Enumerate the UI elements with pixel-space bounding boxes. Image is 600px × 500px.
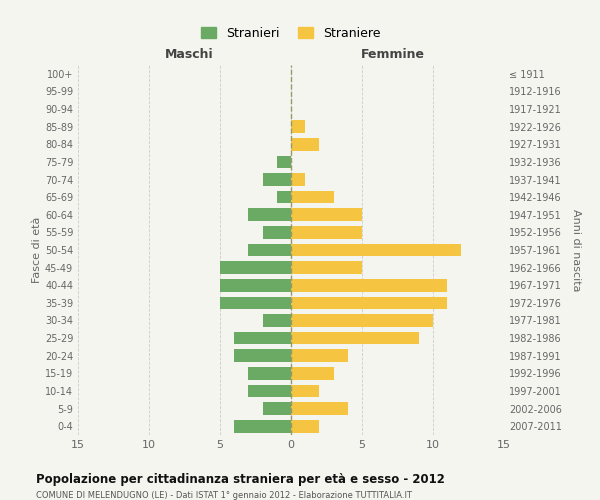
Legend: Stranieri, Straniere: Stranieri, Straniere xyxy=(197,23,385,44)
Bar xyxy=(291,120,305,133)
Bar xyxy=(291,402,348,415)
Y-axis label: Anni di nascita: Anni di nascita xyxy=(571,209,581,291)
Bar xyxy=(291,138,319,150)
Bar xyxy=(220,262,291,274)
Bar xyxy=(277,191,291,203)
Bar xyxy=(248,384,291,398)
Bar xyxy=(248,244,291,256)
Bar xyxy=(291,191,334,203)
Bar xyxy=(263,173,291,186)
Bar xyxy=(291,262,362,274)
Bar xyxy=(263,314,291,327)
Text: Femmine: Femmine xyxy=(361,48,425,62)
Text: Popolazione per cittadinanza straniera per età e sesso - 2012: Popolazione per cittadinanza straniera p… xyxy=(36,472,445,486)
Bar xyxy=(291,384,319,398)
Bar xyxy=(220,279,291,291)
Bar xyxy=(263,226,291,238)
Bar xyxy=(291,420,319,432)
Bar xyxy=(291,244,461,256)
Bar xyxy=(291,367,334,380)
Bar xyxy=(263,402,291,415)
Bar xyxy=(248,367,291,380)
Bar xyxy=(291,173,305,186)
Y-axis label: Fasce di età: Fasce di età xyxy=(32,217,42,283)
Bar xyxy=(291,279,447,291)
Bar xyxy=(291,350,348,362)
Bar xyxy=(234,420,291,432)
Bar xyxy=(277,156,291,168)
Bar xyxy=(248,208,291,221)
Bar xyxy=(291,226,362,238)
Text: Maschi: Maschi xyxy=(164,48,213,62)
Text: COMUNE DI MELENDUGNO (LE) - Dati ISTAT 1° gennaio 2012 - Elaborazione TUTTITALIA: COMUNE DI MELENDUGNO (LE) - Dati ISTAT 1… xyxy=(36,491,412,500)
Bar xyxy=(291,296,447,309)
Bar xyxy=(220,296,291,309)
Bar xyxy=(234,350,291,362)
Bar xyxy=(291,208,362,221)
Bar xyxy=(291,314,433,327)
Bar xyxy=(291,332,419,344)
Bar xyxy=(234,332,291,344)
